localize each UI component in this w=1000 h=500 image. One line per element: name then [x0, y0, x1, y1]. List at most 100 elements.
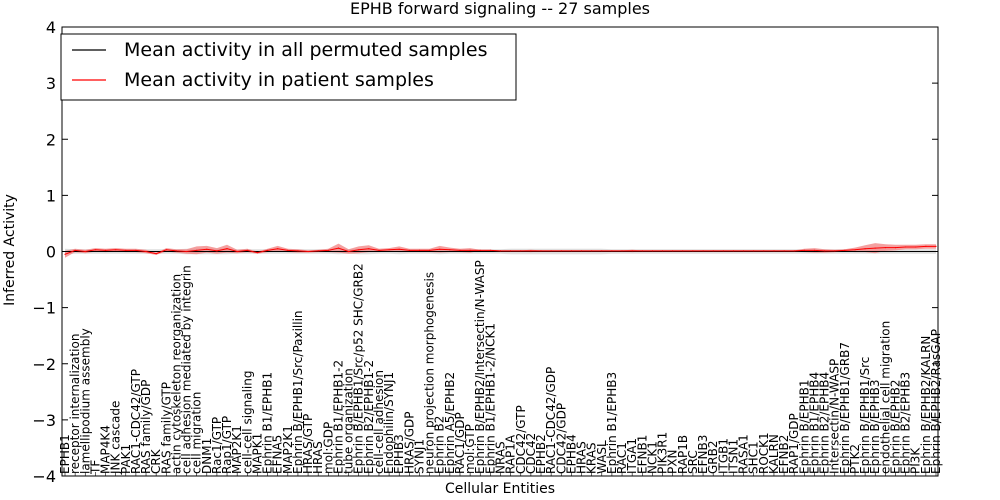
data-point-patient: [489, 249, 491, 251]
x-tick-label: CDC42/GTP: [514, 405, 528, 474]
data-point-patient: [479, 249, 481, 251]
x-tick-label: PAK1: [119, 444, 133, 474]
x-tick-label: Ephrin B/EPHB1/Src: [858, 357, 872, 474]
x-tick-label: lamellipodium assembly: [78, 328, 92, 474]
x-tick-label: SYNJ1: [413, 439, 427, 474]
x-tick-label: Intersectin/N-WASP: [828, 359, 842, 474]
x-tick-label: Ephrin B/EPHB2/KALRN: [919, 336, 933, 474]
x-tick-label: ITGB1: [716, 438, 730, 474]
data-point-patient: [287, 249, 289, 251]
x-tick-label: HRAS: [575, 441, 589, 474]
data-point-patient: [935, 245, 937, 247]
x-tick-label: receptor internalization: [68, 334, 82, 474]
x-tick-label: Ephrin B/EPHB1: [797, 380, 811, 474]
data-point-patient: [510, 250, 512, 252]
data-point-patient: [611, 250, 613, 252]
x-tick-label: Ephrin B/EPHB2: [889, 380, 903, 474]
data-point-patient: [874, 247, 876, 249]
data-point-patient: [337, 247, 340, 249]
data-point-patient: [84, 250, 86, 253]
data-point-patient: [206, 248, 208, 250]
data-point-patient: [540, 250, 542, 252]
x-tick-label: actin cytoskeleton reorganization: [169, 274, 183, 474]
x-tick-label: RAP1/GDP: [787, 413, 801, 474]
x-tick-label: CDC42/GDP: [554, 403, 568, 474]
x-tick-label: mol:GDP: [321, 422, 335, 474]
x-tick-label: Ephrin B2/EPHB3: [899, 372, 913, 474]
x-tick-label: RAC1/GDP: [453, 412, 467, 474]
data-point-patient: [894, 247, 897, 249]
x-tick-label: cell-cell signaling: [240, 371, 254, 475]
data-point-patient: [408, 249, 410, 251]
y-tick-label: 2: [46, 130, 56, 149]
data-point-patient: [692, 250, 694, 252]
data-point-patient: [226, 248, 228, 250]
data-point-patient: [530, 250, 532, 252]
x-tick-label: HRAS/GDP: [402, 411, 416, 474]
x-tick-label: Ephrin B/EPHB1/Src/p52 SHC/GRB2: [352, 263, 366, 474]
data-point-patient: [125, 249, 127, 251]
y-tick-label: −2: [32, 355, 56, 374]
x-tick-label: Ephrin B/EPHB1/GRB7: [838, 342, 852, 474]
data-point-patient: [570, 250, 573, 252]
data-point-patient: [236, 250, 238, 253]
data-point-patient: [884, 247, 887, 249]
y-tick-label: 1: [46, 186, 56, 205]
x-axis-label: Cellular Entities: [445, 481, 555, 497]
data-point-patient: [64, 253, 66, 255]
data-point-patient: [94, 249, 96, 251]
data-point-patient: [580, 250, 583, 252]
x-tick-label: KRAS: [585, 442, 599, 474]
x-tick-label: WASL: [595, 440, 609, 474]
data-point-patient: [439, 248, 441, 250]
x-tick-label: cell-cell adhesion: [372, 370, 386, 474]
x-tick-label: neuron projection morphogenesis: [423, 272, 437, 474]
x-tick-label: PXN: [666, 450, 680, 474]
legend-label-patient: Mean activity in patient samples: [124, 69, 434, 91]
data-point-patient: [135, 249, 137, 251]
y-tick-label: 0: [46, 243, 56, 262]
data-point-patient: [175, 250, 177, 252]
data-point-patient: [297, 250, 299, 252]
data-point-patient: [813, 249, 816, 251]
data-point-patient: [732, 250, 735, 252]
x-tick-label: Ephrin A5/EPHB2: [443, 372, 457, 474]
data-point-patient: [793, 250, 795, 252]
data-point-patient: [712, 250, 714, 252]
y-tick-label: −4: [32, 467, 56, 486]
data-point-patient: [834, 250, 836, 252]
x-tick-label: Ephrin B/EPHB2/RasGAP: [929, 329, 943, 474]
data-point-patient: [499, 250, 502, 252]
x-tick-label: ITSN1: [726, 439, 740, 474]
data-point-patient: [743, 250, 745, 252]
x-tick-label: Ephrin B/EPHB3: [868, 380, 882, 474]
data-point-patient: [165, 249, 167, 251]
y-tick-label: 3: [46, 74, 56, 93]
data-point-patient: [358, 249, 360, 251]
data-point-patient: [854, 249, 856, 251]
data-point-patient: [702, 250, 704, 252]
data-point-patient: [621, 250, 623, 252]
x-tick-label: Ephrin B/EPHB1/Src/Paxillin: [291, 310, 305, 474]
axis-ticks: −4 −3 −2 −1 0 1 2 3 4: [32, 18, 938, 486]
x-tick-label: GRB2: [706, 440, 720, 474]
data-point-patient: [418, 249, 421, 251]
data-point-patient: [803, 249, 805, 251]
data-point-patient: [155, 253, 157, 255]
data-point-patient: [327, 249, 329, 251]
x-tick-label: cell adhesion mediated by integrin: [180, 265, 194, 474]
x-tick-label: CDC42: [524, 433, 538, 474]
data-point-patient: [925, 245, 927, 247]
x-tick-label: RAP1A: [504, 434, 518, 474]
x-tick-label: Ephrin B2/EPHB4: [818, 372, 832, 474]
data-point-patient: [145, 250, 147, 253]
x-tick-label: MAPK1: [250, 433, 264, 474]
data-point-patient: [753, 250, 755, 252]
x-tick-label: EFNB2: [777, 435, 791, 474]
x-tick-label: Ephrin B2: [433, 416, 447, 474]
x-tick-label: MAP4K4: [99, 425, 113, 474]
x-tick-label: RAC1: [615, 442, 629, 474]
x-tick-label: EPHB4: [564, 434, 578, 474]
data-point-patient: [591, 250, 593, 252]
